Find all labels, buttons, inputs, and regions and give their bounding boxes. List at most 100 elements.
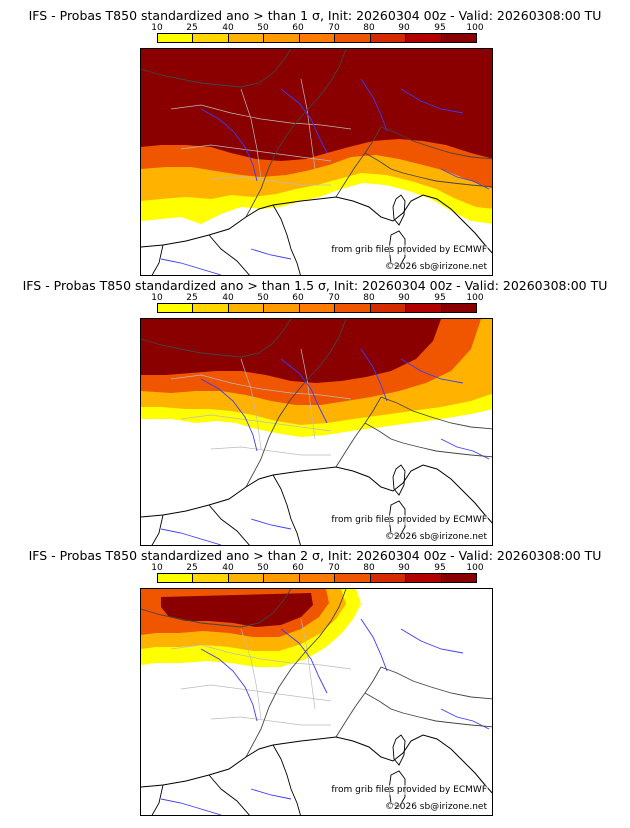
colorbar-tick: 100 <box>466 293 484 303</box>
probability-shading <box>141 589 361 667</box>
source-note: from grib files provided by ECMWF <box>330 785 488 795</box>
colorbar-swatch <box>370 574 407 582</box>
colorbar-swatch <box>193 34 229 42</box>
colorbar-swatch <box>441 34 476 42</box>
copyright: ©2026 sb@irizone.net <box>384 262 488 272</box>
source-note: from grib files provided by ECMWF <box>330 515 488 525</box>
colorbar-tick: 95 <box>434 23 446 33</box>
country-border <box>141 319 292 358</box>
river <box>360 78 388 132</box>
river <box>160 798 222 815</box>
country-border <box>245 319 347 488</box>
region-border <box>210 446 331 456</box>
colorbar-swatch <box>370 34 407 42</box>
country-border <box>335 396 382 468</box>
colorbar-swatch <box>228 574 265 582</box>
river <box>280 628 328 694</box>
coastline <box>141 464 492 524</box>
region-border <box>240 88 262 180</box>
river <box>160 258 222 275</box>
colorbar-tick: 10 <box>151 293 163 303</box>
map-svg <box>141 319 492 545</box>
coastline <box>141 194 492 254</box>
colorbar-tick: 10 <box>151 23 163 33</box>
colorbar-swatch <box>335 304 371 312</box>
map-panel-3: IFS - Probas T850 standardized ano > tha… <box>0 548 630 818</box>
colorbar-tick: 100 <box>466 563 484 573</box>
colorbar-tick: 80 <box>363 23 375 33</box>
colorbar-labels: 10 25 40 50 60 70 80 90 95 100 <box>151 23 483 33</box>
colorbar-swatch <box>158 304 194 312</box>
colorbar-labels: 10 25 40 50 60 70 80 90 95 100 <box>151 293 483 303</box>
river <box>440 438 490 460</box>
colorbar-tick: 80 <box>363 293 375 303</box>
island-outline <box>392 194 406 226</box>
river <box>360 348 388 402</box>
country-border <box>364 152 492 188</box>
map-svg <box>141 589 492 815</box>
colorbar-swatch <box>193 574 229 582</box>
region-border <box>170 374 352 400</box>
region-border <box>180 144 332 162</box>
river <box>250 248 292 260</box>
colorbar-swatch <box>193 304 229 312</box>
colorbar-swatch <box>441 574 476 582</box>
colorbar-tick: 90 <box>398 23 410 33</box>
region-border <box>300 618 316 710</box>
river <box>400 358 464 384</box>
river <box>200 648 258 722</box>
region-border <box>300 78 316 170</box>
region-border <box>170 644 352 670</box>
colorbar-tick: 95 <box>434 563 446 573</box>
island-outline <box>392 464 406 496</box>
colorbar-tick: 70 <box>328 563 340 573</box>
probability-shading <box>141 319 492 437</box>
colorbar <box>157 573 477 583</box>
river <box>250 518 292 530</box>
country-border <box>380 666 492 700</box>
colorbar-swatch <box>335 34 371 42</box>
country-border <box>141 589 292 628</box>
coastline <box>151 474 301 545</box>
river <box>400 88 464 114</box>
region-border <box>210 176 331 186</box>
colorbar-swatch <box>299 34 336 42</box>
probability-band <box>161 593 313 627</box>
copyright: ©2026 sb@irizone.net <box>384 802 488 812</box>
river <box>360 618 388 672</box>
coastline <box>141 734 492 794</box>
country-border <box>380 126 492 160</box>
region-border <box>240 628 262 720</box>
country-border <box>141 49 292 88</box>
colorbar-swatch <box>299 574 336 582</box>
colorbar-tick: 95 <box>434 293 446 303</box>
coastline <box>151 744 301 815</box>
colorbar-swatch <box>406 574 442 582</box>
probability-map: from grib files provided by ECMWF ©2026 … <box>140 318 493 546</box>
panel-title: IFS - Probas T850 standardized ano > tha… <box>28 548 602 563</box>
region-border <box>300 348 316 440</box>
map-svg <box>141 49 492 275</box>
country-border <box>380 396 492 430</box>
country-border <box>245 589 347 758</box>
region-border <box>240 358 262 450</box>
colorbar-swatch <box>406 34 442 42</box>
colorbar-tick: 10 <box>151 563 163 573</box>
probability-band <box>141 49 492 161</box>
colorbar-tick: 90 <box>398 293 410 303</box>
river <box>440 708 490 730</box>
country-border <box>364 692 492 728</box>
panel-title: IFS - Probas T850 standardized ano > tha… <box>22 278 608 293</box>
region-border <box>180 684 332 702</box>
colorbar-swatch <box>299 304 336 312</box>
colorbar-tick: 80 <box>363 563 375 573</box>
river <box>280 88 328 154</box>
probability-map: from grib files provided by ECMWF ©2026 … <box>140 48 493 276</box>
colorbar-tick: 100 <box>466 23 484 33</box>
source-note: from grib files provided by ECMWF <box>330 245 488 255</box>
colorbar-tick: 40 <box>222 563 234 573</box>
colorbar-labels: 10 25 40 50 60 70 80 90 95 100 <box>151 563 483 573</box>
river <box>160 528 222 545</box>
river <box>440 168 490 190</box>
region-border <box>210 716 331 726</box>
